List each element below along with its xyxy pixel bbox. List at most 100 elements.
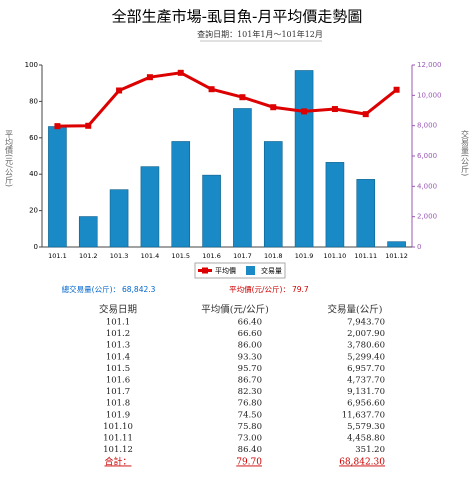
line-marker [331,106,338,113]
chart-subtitle: 查詢日期：101年1月～101年12月 [197,29,323,39]
table-cell: 3,780.60 [347,341,385,351]
line-marker [393,86,400,93]
table-cell: 4,737.70 [347,376,385,386]
line-marker [270,104,277,111]
table-cell: 101.4 [106,352,130,362]
table-cell: 351.20 [355,445,385,455]
summary-value: 68,842.3 [122,285,156,294]
bar [171,141,191,248]
table-cell: 101.5 [106,364,130,374]
table-header: 交易量(公斤) [328,304,383,316]
bar [140,166,160,248]
line-marker [362,111,369,118]
line-marker [116,87,123,94]
table-cell: 6,957.70 [347,364,385,374]
x-tick-label: 101.11 [354,252,377,260]
y-tick-label: 0 [34,243,38,251]
bar [325,162,345,248]
legend-swatch [246,266,255,275]
table-cell: 86.70 [238,376,262,386]
y-tick-label: 60 [29,134,38,142]
table-cell: 7,943.70 [347,318,385,328]
bar [78,216,98,248]
bar [202,174,221,248]
table-cell: 82.30 [238,387,262,397]
bar [356,179,376,248]
x-tick-label: 101.2 [79,252,98,260]
table-header: 平均價(元/公斤) [201,304,269,316]
table-cell: 5,299.40 [347,352,385,362]
y-tick-label: 100 [25,61,38,69]
table-cell: 86.40 [238,445,262,455]
table-cell: 101.8 [106,399,130,409]
table-cell: 66.40 [238,318,262,328]
table-cell: 101.10 [103,422,133,432]
x-tick-label: 101.5 [171,252,190,260]
bar [109,189,129,248]
x-tick-label: 101.10 [324,252,347,260]
legend-label: 交易量 [261,266,282,275]
bar [387,241,406,248]
x-tick-label: 101.9 [295,252,314,260]
table-cell: 93.30 [238,352,262,362]
y2-tick-label: 8,000 [417,122,437,130]
table-cell: 101.11 [103,434,133,444]
line-marker [301,108,308,115]
y-tick-label: 20 [29,207,38,215]
table-cell: 101.6 [106,376,130,386]
x-tick-label: 101.12 [385,252,408,260]
table-cell: 6,956.60 [347,399,385,409]
table-total: 79.70 [236,458,262,468]
x-tick-label: 101.8 [264,252,283,260]
y2-axis-label: 交易量(公斤) [461,129,470,176]
y-tick-label: 80 [29,97,38,105]
x-tick-label: 101.7 [233,252,252,260]
y-axis-label: 平均價(元/公斤) [5,130,14,187]
table-cell: 86.00 [238,341,262,351]
line-marker [208,86,215,93]
legend-label: 平均價 [215,266,236,275]
table-total: 68,842.30 [339,458,385,468]
x-tick-label: 101.6 [202,252,221,260]
table-cell: 101.2 [106,329,130,339]
y-tick-label: 40 [29,170,38,178]
table-cell: 11,637.70 [342,410,385,420]
bar [294,70,314,248]
table-cell: 4,458.80 [347,434,385,444]
x-tick-label: 101.1 [48,252,67,260]
table-header: 交易日期 [99,304,137,316]
table-cell: 101.12 [103,445,133,455]
bar [263,141,283,248]
table-cell: 95.70 [238,364,262,374]
table-cell: 101.3 [106,341,130,351]
x-tick-label: 101.3 [110,252,129,260]
table-cell: 76.80 [238,399,262,409]
summary-label: 平均價(元/公斤)： [229,284,290,294]
table-cell: 73.00 [238,434,262,444]
line-marker [146,74,153,81]
line-marker [239,94,246,101]
table-cell: 2,007.90 [347,329,385,339]
y2-tick-label: 4,000 [417,182,437,190]
chart-title: 全部生產市場-虱目魚-月平均價走勢圖 [112,8,363,26]
table-cell: 75.80 [238,422,262,432]
table-cell: 101.1 [106,318,130,328]
summary-label: 總交易量(公斤)： [62,284,120,294]
line-marker [177,69,184,76]
legend [194,262,286,279]
table-cell: 101.9 [106,410,130,420]
y2-tick-label: 6,000 [417,152,437,160]
y2-tick-label: 0 [417,243,421,251]
line-marker [85,122,92,129]
bar [48,126,67,248]
x-tick-label: 101.4 [141,252,160,260]
table-cell: 5,579.30 [347,422,385,432]
legend-marker [202,267,208,274]
table-cell: 9,131.70 [347,387,385,397]
table-cell: 66.60 [238,329,262,339]
bar [233,108,252,248]
line-marker [54,123,61,130]
table-total: 合計： [104,456,131,468]
